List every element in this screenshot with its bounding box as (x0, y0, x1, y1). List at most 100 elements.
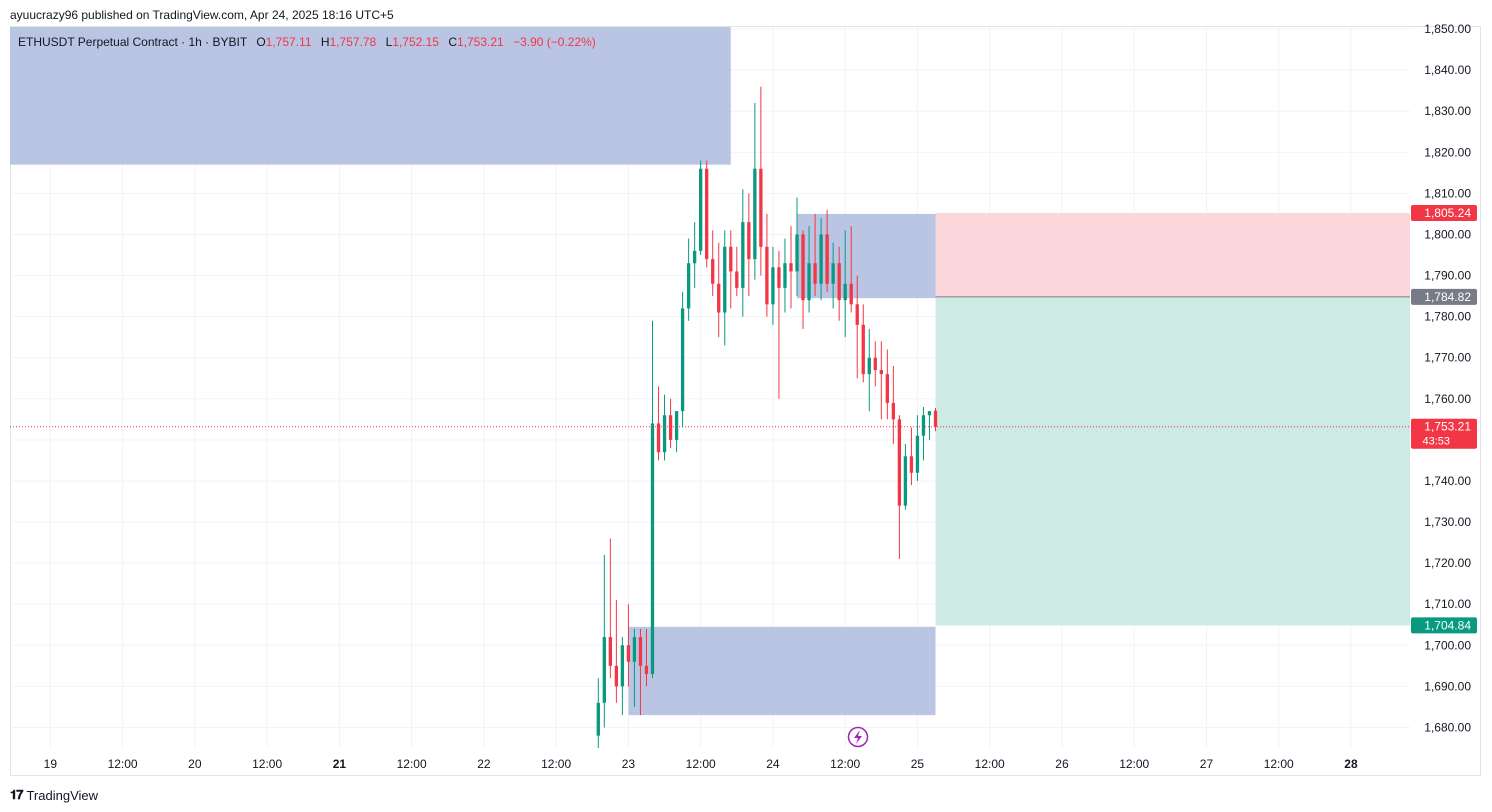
candle-body (783, 263, 787, 288)
time-tick-label: 22 (477, 757, 491, 771)
time-tick-label: 12:00 (830, 757, 860, 771)
price-tick-label: 1,700.00 (1424, 638, 1471, 652)
candle-body (626, 645, 631, 662)
candle-body (638, 637, 643, 666)
candle-body (614, 665, 619, 687)
time-tick-label: 23 (622, 757, 636, 771)
candle-body (668, 415, 673, 440)
time-tick-label: 27 (1200, 757, 1214, 771)
candle-body (723, 246, 727, 313)
low-value: 1,752.15 (392, 35, 439, 49)
candle-body (765, 246, 769, 305)
candle-body (825, 234, 829, 284)
target-price-tag-bg (1411, 617, 1477, 634)
price-tick-label: 1,770.00 (1424, 351, 1471, 365)
supply-zone-upper (10, 27, 731, 165)
demand-zone-lower (628, 626, 936, 716)
candle-body (819, 234, 823, 284)
candle-body (656, 423, 661, 453)
time-tick-label: 24 (766, 757, 780, 771)
candle-body (686, 263, 691, 309)
candle-body (711, 259, 715, 284)
candle-body (927, 411, 932, 416)
candle-body (903, 456, 908, 506)
supply-zone-mid (797, 213, 936, 299)
close-label: C (448, 35, 457, 49)
candle-body (855, 304, 859, 325)
last-price-tag-countdown: 43:53 (1422, 436, 1450, 448)
high-label: H (320, 35, 330, 49)
price-tick-label: 1,720.00 (1424, 556, 1471, 570)
change-value: −3.90 (−0.22%) (513, 35, 596, 49)
price-tick-label: 1,820.00 (1424, 145, 1471, 159)
target-price-tag: 1,704.84 (1424, 618, 1471, 632)
candle-body (807, 263, 811, 301)
last-price-tag-bg (1411, 418, 1477, 449)
candle-body (650, 423, 655, 675)
candle-body (735, 271, 739, 288)
entry-price-tag-bg (1411, 288, 1477, 305)
close-value: 1,753.21 (457, 35, 504, 49)
candle-body (933, 410, 938, 427)
candle-body (741, 222, 745, 288)
time-tick-label: 12:00 (686, 757, 716, 771)
price-tick-label: 1,730.00 (1424, 515, 1471, 529)
candle-body (753, 168, 757, 260)
candle-body (909, 456, 914, 473)
brand-label: TradingView (26, 787, 99, 803)
tradingview-logo-icon: 𝟏𝟕 (10, 787, 24, 802)
candle-body (596, 702, 600, 736)
price-tick-label: 1,780.00 (1424, 310, 1471, 324)
candle-body (699, 168, 703, 251)
last-price-tag: 1,753.21 (1424, 420, 1471, 434)
candle-body (662, 415, 667, 453)
price-tick-label: 1,690.00 (1424, 679, 1471, 693)
candle-body (885, 374, 889, 403)
candle-body (879, 370, 883, 375)
time-tick-label: 26 (1055, 757, 1069, 771)
lightning-icon[interactable] (847, 726, 869, 748)
candle-body (831, 263, 835, 284)
candle-body (891, 402, 896, 420)
candle-body (747, 222, 751, 260)
candle-body (674, 411, 679, 440)
open-value: 1,757.11 (265, 35, 312, 49)
candle-body (729, 246, 733, 272)
price-tick-label: 1,710.00 (1424, 597, 1471, 611)
candle-body (921, 415, 926, 436)
time-tick-label: 12:00 (252, 757, 282, 771)
time-tick-label: 12:00 (1264, 757, 1294, 771)
tradingview-brand[interactable]: 𝟏𝟕 TradingView (10, 787, 98, 803)
candle-body (632, 637, 637, 662)
time-tick-label: 20 (188, 757, 202, 771)
high-value: 1,757.78 (329, 35, 377, 49)
price-tick-label: 1,680.00 (1424, 720, 1471, 734)
price-tick-label: 1,850.00 (1424, 22, 1471, 36)
time-tick-label: 12:00 (541, 757, 571, 771)
candle-body (801, 234, 805, 301)
candle-body (680, 308, 685, 412)
price-tick-label: 1,810.00 (1424, 186, 1471, 200)
position-stop-zone (935, 212, 1410, 297)
candle-body (873, 357, 877, 371)
price-tick-label: 1,800.00 (1424, 227, 1471, 241)
time-tick-label: 28 (1344, 757, 1358, 771)
candle-body (843, 283, 847, 301)
price-tick-label: 1,830.00 (1424, 104, 1471, 118)
time-tick-label: 25 (911, 757, 925, 771)
candle-body (705, 168, 709, 260)
low-label: L (385, 35, 393, 49)
candle-body (777, 267, 781, 288)
candle-body (692, 250, 697, 264)
candle-body (759, 168, 763, 247)
candle-body (795, 234, 799, 272)
symbol-line[interactable]: ETHUSDT Perpetual Contract · 1h · BYBIT (18, 35, 247, 49)
candle-body (602, 637, 606, 703)
candle-body (620, 645, 625, 687)
candle-body (837, 263, 841, 301)
entry-price-tag: 1,784.82 (1424, 290, 1471, 304)
candle-body (717, 283, 721, 313)
open-label: O (256, 35, 266, 49)
time-tick-label: 21 (333, 757, 347, 771)
